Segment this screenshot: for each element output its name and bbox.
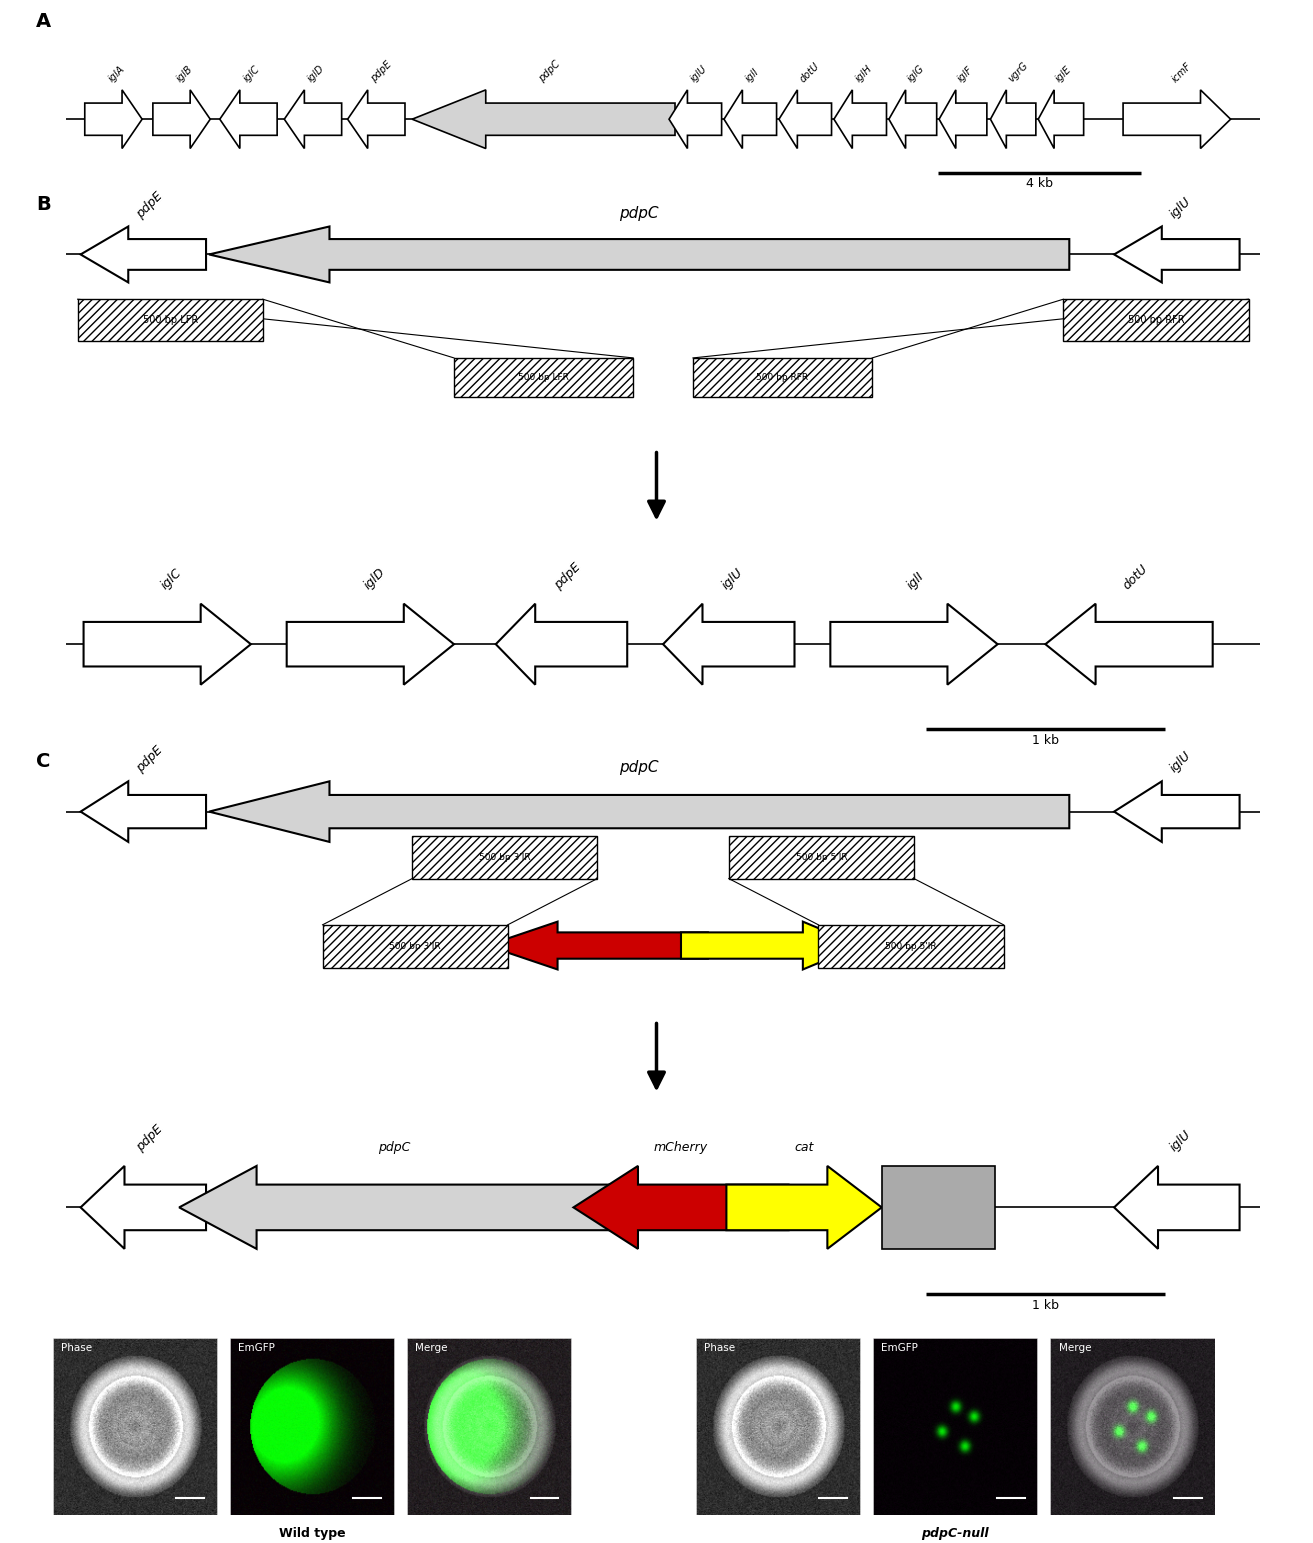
Text: iglE: iglE <box>1054 65 1074 83</box>
Text: Phase: Phase <box>704 1342 735 1353</box>
Text: mCherry: mCherry <box>654 1142 708 1154</box>
Text: pdpE: pdpE <box>134 1123 165 1154</box>
Text: 500 bp 3'IR: 500 bp 3'IR <box>390 941 441 950</box>
Polygon shape <box>663 603 794 685</box>
Text: Phase: Phase <box>60 1342 92 1353</box>
Text: cat: cat <box>794 1142 814 1154</box>
Polygon shape <box>496 603 628 685</box>
Polygon shape <box>348 89 404 148</box>
Text: pdpC: pdpC <box>378 1142 411 1154</box>
Text: dotU: dotU <box>1120 562 1150 593</box>
Polygon shape <box>285 89 341 148</box>
Text: iglU: iglU <box>1167 194 1194 221</box>
Text: vgrG: vgrG <box>1006 60 1029 83</box>
Text: C: C <box>35 751 50 772</box>
Text: 4 kb: 4 kb <box>1025 177 1053 190</box>
Polygon shape <box>1115 227 1239 282</box>
Text: pdpC-null: pdpC-null <box>922 1528 989 1540</box>
Text: EmGFP: EmGFP <box>238 1342 274 1353</box>
Text: Merge: Merge <box>1058 1342 1091 1353</box>
Text: iglA: iglA <box>106 63 126 83</box>
Polygon shape <box>1045 603 1213 685</box>
Polygon shape <box>990 89 1036 148</box>
Text: B: B <box>35 194 50 214</box>
Text: 500 bp 5'IR: 500 bp 5'IR <box>796 853 847 861</box>
Text: EmGFP: EmGFP <box>881 1342 918 1353</box>
Text: iglH: iglH <box>853 63 873 83</box>
Polygon shape <box>723 89 776 148</box>
Polygon shape <box>1115 1167 1239 1248</box>
Polygon shape <box>286 603 454 685</box>
Text: 500 bp LFR: 500 bp LFR <box>519 373 569 383</box>
Text: iglI: iglI <box>743 66 760 83</box>
Polygon shape <box>209 227 1069 282</box>
Text: Merge: Merge <box>415 1342 448 1353</box>
Polygon shape <box>834 89 886 148</box>
Polygon shape <box>1115 781 1239 842</box>
Text: pdpE: pdpE <box>134 744 165 775</box>
Bar <box>729 836 914 878</box>
Text: 1 kb: 1 kb <box>1032 1299 1058 1312</box>
Bar <box>454 358 633 397</box>
Polygon shape <box>80 227 206 282</box>
Text: A: A <box>35 12 51 31</box>
Text: iglC: iglC <box>158 566 184 593</box>
Polygon shape <box>179 1167 609 1248</box>
Polygon shape <box>219 89 277 148</box>
Text: 500 bp 5'IR: 500 bp 5'IR <box>885 941 936 950</box>
Polygon shape <box>84 603 251 685</box>
Text: 1 kb: 1 kb <box>1032 734 1058 747</box>
Bar <box>1064 299 1249 341</box>
Polygon shape <box>1039 89 1083 148</box>
Text: 500 bp RFR: 500 bp RFR <box>756 373 809 383</box>
Text: pdpE: pdpE <box>134 190 165 221</box>
Text: iglC: iglC <box>242 63 261 83</box>
Text: pdpC: pdpC <box>620 205 659 221</box>
Polygon shape <box>1123 89 1230 148</box>
Text: pdpE: pdpE <box>553 560 584 593</box>
Polygon shape <box>670 89 722 148</box>
Text: iglU: iglU <box>1167 1128 1194 1154</box>
Polygon shape <box>412 89 675 148</box>
Polygon shape <box>85 89 142 148</box>
Text: dotU: dotU <box>798 60 822 83</box>
Text: iglF: iglF <box>956 65 976 83</box>
Bar <box>412 836 597 878</box>
Text: iglI: iglI <box>905 569 927 593</box>
Text: iglU: iglU <box>1167 748 1194 775</box>
Polygon shape <box>152 89 210 148</box>
Polygon shape <box>830 603 998 685</box>
Text: pdpC: pdpC <box>620 761 659 775</box>
Text: iglG: iglG <box>906 63 927 83</box>
Text: 500 bp RFR: 500 bp RFR <box>1128 315 1184 326</box>
Polygon shape <box>726 1167 882 1248</box>
Bar <box>323 924 508 967</box>
Text: 500 bp LFR: 500 bp LFR <box>143 315 198 326</box>
Polygon shape <box>209 781 1069 842</box>
Text: pdpC: pdpC <box>537 59 562 83</box>
Bar <box>77 299 263 341</box>
Text: iglB: iglB <box>175 63 194 83</box>
Text: pdpE: pdpE <box>369 59 394 83</box>
Text: 500 bp 3'IR: 500 bp 3'IR <box>479 853 530 861</box>
Text: iglU: iglU <box>720 566 746 593</box>
Polygon shape <box>80 1167 206 1248</box>
Bar <box>818 924 1003 967</box>
Text: Wild type: Wild type <box>278 1528 345 1540</box>
Text: icmF: icmF <box>1170 60 1194 83</box>
Polygon shape <box>574 1167 789 1248</box>
Text: iglD: iglD <box>306 63 327 83</box>
Bar <box>693 358 872 397</box>
Text: iglD: iglD <box>361 566 387 593</box>
Polygon shape <box>80 781 206 842</box>
Polygon shape <box>681 921 860 969</box>
Polygon shape <box>939 89 987 148</box>
Bar <box>882 1167 995 1248</box>
Polygon shape <box>779 89 831 148</box>
Text: iglU: iglU <box>688 63 709 83</box>
Polygon shape <box>889 89 936 148</box>
Polygon shape <box>487 921 708 969</box>
